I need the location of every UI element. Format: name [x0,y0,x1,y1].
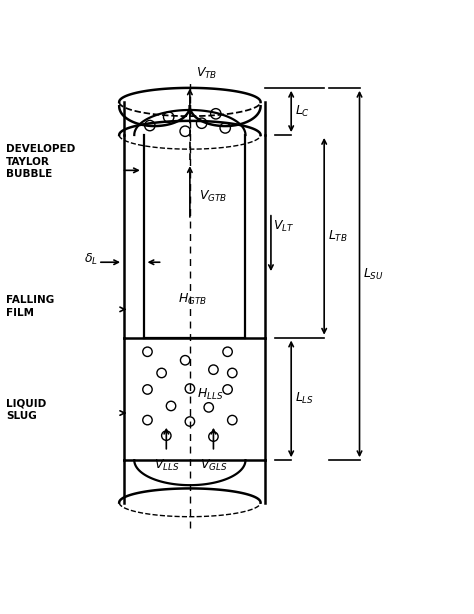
Text: $V_{GTB}$: $V_{GTB}$ [199,188,228,204]
Text: $V_{TB}$: $V_{TB}$ [196,66,218,81]
Text: $V_{GLS}$: $V_{GLS}$ [200,458,227,473]
Text: $H_{LLS}$: $H_{LLS}$ [197,387,223,402]
Text: $H_{GTB}$: $H_{GTB}$ [178,292,207,308]
Text: $\delta_L$: $\delta_L$ [84,252,98,268]
Text: $L_C$: $L_C$ [295,104,310,119]
Text: $V_{LLS}$: $V_{LLS}$ [154,458,179,473]
Text: $L_{LS}$: $L_{LS}$ [295,391,314,406]
Text: $V_{LT}$: $V_{LT}$ [273,219,294,235]
Text: $L_{TB}$: $L_{TB}$ [328,229,348,244]
Text: DEVELOPED
TAYLOR
BUBBLE: DEVELOPED TAYLOR BUBBLE [6,144,75,179]
Text: LIQUID
SLUG: LIQUID SLUG [6,399,46,421]
Text: $L_{SU}$: $L_{SU}$ [363,266,384,282]
Text: FALLING
FILM: FALLING FILM [6,295,55,317]
